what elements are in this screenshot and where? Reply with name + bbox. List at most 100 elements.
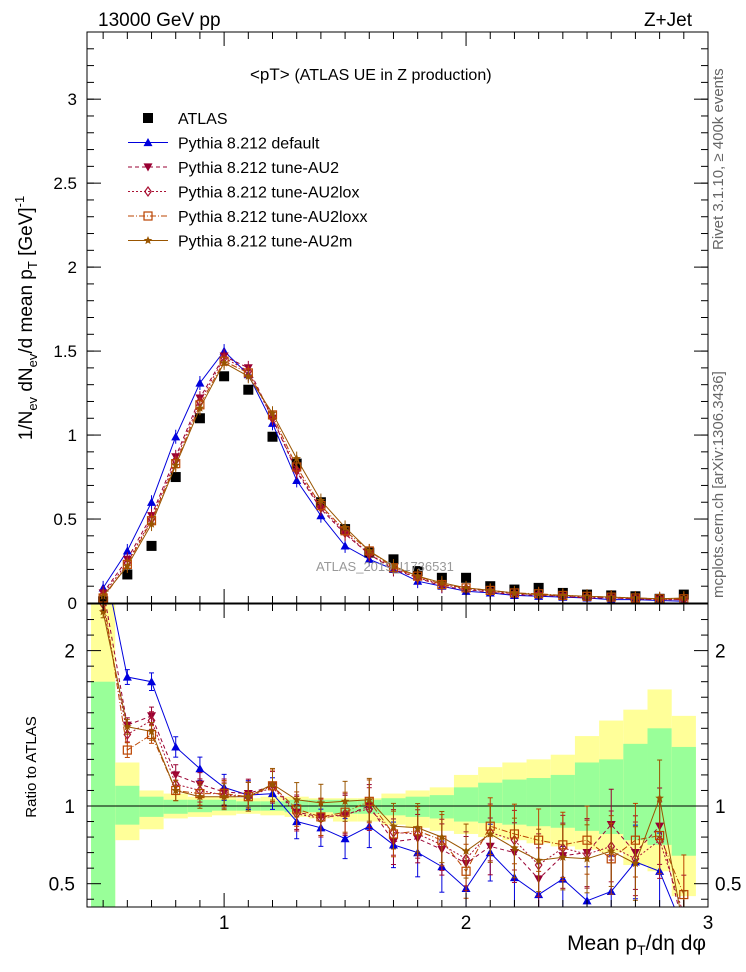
- ratio-point: [122, 672, 132, 681]
- ratio-point: [340, 834, 350, 843]
- legend-item-au2loxx: Pythia 8.212 tune-AU2loxx: [128, 209, 367, 226]
- data-point: [510, 588, 519, 597]
- stat-band: [163, 799, 188, 814]
- data-point: [122, 569, 133, 580]
- data-point: [292, 464, 301, 476]
- data-point: [268, 408, 277, 417]
- x-axis-title: Mean pT/dη dφ: [567, 932, 706, 958]
- legend-label: Pythia 8.212 tune-AU2loxx: [178, 209, 367, 226]
- y-tick-label: 3: [68, 90, 77, 109]
- stat-band: [429, 795, 454, 819]
- y-tick-label: 1: [68, 426, 77, 445]
- ratio-y-tick-label-left: 2: [64, 642, 75, 663]
- x-tick-label: 3: [703, 913, 714, 934]
- y-tick-label: 1.5: [53, 342, 77, 361]
- ratio-point: [365, 795, 374, 804]
- data-point: [171, 432, 181, 441]
- data-point: [340, 522, 350, 532]
- y-tick-label: 0: [68, 594, 77, 613]
- ratio-point: [195, 792, 205, 801]
- ratio-point: [292, 795, 301, 804]
- data-point: [122, 546, 132, 555]
- ratio-point: [147, 677, 157, 686]
- legend-marker: [144, 185, 152, 198]
- y-tick-label: 2.5: [53, 174, 77, 193]
- data-point: [98, 591, 108, 600]
- ratio-point: [413, 823, 422, 832]
- data-point: [316, 496, 326, 505]
- ratio-y-tick-label-right: 2: [715, 642, 726, 663]
- data-point: [461, 572, 472, 583]
- y-tick-label: 0.5: [53, 510, 77, 529]
- legend-label: Pythia 8.212 tune-AU2m: [178, 234, 352, 251]
- data-point: [147, 497, 157, 506]
- stat-band: [671, 746, 696, 856]
- data-point: [365, 546, 374, 555]
- data-point: [146, 540, 157, 551]
- ratio-point: [122, 745, 132, 755]
- data-point: [195, 378, 205, 387]
- data-point: [437, 578, 447, 587]
- ratio-y-axis-title: Ratio to ATLAS: [23, 716, 40, 817]
- ratio-y-tick-label-left: 1: [64, 797, 75, 818]
- rivet-version-label: Rivet 3.1.10, ≥ 400k events: [710, 68, 727, 250]
- legend: ATLAS Pythia 8.212 default Pythia 8.212 tu…: [128, 111, 367, 251]
- data-point: [244, 371, 253, 380]
- legend-label: ATLAS: [178, 111, 228, 128]
- stat-band: [139, 796, 164, 817]
- data-point: [123, 561, 132, 570]
- legend-marker: [143, 163, 153, 172]
- ratio-point: [268, 779, 277, 788]
- data-point: [413, 571, 422, 580]
- process-label: Z+Jet: [644, 10, 693, 31]
- x-tick-label: 2: [461, 913, 472, 934]
- legend-label: Pythia 8.212 tune-AU2lox: [178, 185, 359, 202]
- data-point: [389, 561, 398, 570]
- legend-item-au2: Pythia 8.212 tune-AU2: [128, 160, 339, 177]
- ratio-point: [437, 832, 447, 841]
- legend-label: Pythia 8.212 default: [178, 136, 320, 153]
- ratio-y-tick-label-right: 1: [715, 797, 726, 818]
- legend-marker: [143, 236, 153, 245]
- data-point: [219, 371, 230, 382]
- ratio-point: [681, 910, 687, 919]
- ratio-point: [171, 786, 180, 795]
- data-point: [292, 475, 302, 485]
- ratio-point: [244, 792, 253, 801]
- ratio-point: [98, 607, 108, 616]
- legend-label: Pythia 8.212 tune-AU2: [178, 160, 339, 177]
- data-point: [558, 590, 568, 600]
- data-point: [243, 384, 254, 395]
- ratio-y-tick-label-left: 0.5: [49, 875, 75, 896]
- legend-item-atlas: ATLAS: [143, 111, 228, 128]
- plot-title: <pT> (ATLAS UE in Z production): [250, 65, 492, 84]
- legend-marker: [143, 211, 153, 221]
- energy-label: 13000 GeV pp: [98, 10, 221, 31]
- ratio-point: [461, 846, 471, 855]
- data-point: [267, 431, 278, 442]
- x-tick-label: 1: [219, 913, 230, 934]
- ratio-plot-panel: 0.5 0.5 1 1 2 2 1 2 3: [49, 553, 741, 934]
- ratio-point: [606, 846, 616, 855]
- ratio-point: [316, 798, 326, 807]
- stat-band: [453, 787, 479, 822]
- legend-item-default: Pythia 8.212 default: [128, 136, 320, 153]
- data-point: [461, 583, 471, 592]
- data-point: [292, 454, 301, 463]
- ratio-point: [195, 764, 205, 773]
- ratio-point: [534, 855, 543, 864]
- main-plot-panel: 0 0.5 1 1.5 2 2.5 3: [53, 31, 709, 613]
- mcplots-label: mcplots.cern.ch [arXiv:1306.3436]: [710, 371, 727, 598]
- data-point: [486, 585, 495, 594]
- data-point: [582, 591, 592, 600]
- ratio-point: [99, 553, 108, 561]
- data-point: [147, 519, 156, 528]
- ratio-point: [558, 852, 568, 861]
- ratio-point: [147, 726, 156, 736]
- data-point: [534, 590, 543, 599]
- ratio-point: [171, 742, 181, 751]
- ratio-point: [486, 829, 495, 838]
- main-y-axis-title: 1/Nev dNev/d mean pT [GeV]-1: [12, 196, 40, 441]
- ratio-point: [582, 854, 592, 863]
